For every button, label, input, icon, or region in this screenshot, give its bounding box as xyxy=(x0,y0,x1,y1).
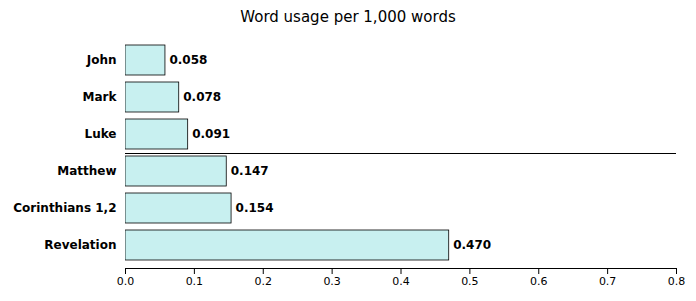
svg-text:0.6: 0.6 xyxy=(530,275,548,288)
svg-text:0.7: 0.7 xyxy=(599,275,617,288)
svg-text:Matthew: Matthew xyxy=(57,164,116,178)
svg-text:0.078: 0.078 xyxy=(183,90,221,104)
svg-text:0.1: 0.1 xyxy=(186,275,204,288)
html-text:Word usage per 1,000 words: Word usage per 1,000 words xyxy=(240,8,456,26)
svg-text:Mark: Mark xyxy=(83,90,118,104)
svg-text:0.8: 0.8 xyxy=(668,275,686,288)
svg-text:Corinthians 1,2: Corinthians 1,2 xyxy=(13,201,116,215)
svg-text:0.3: 0.3 xyxy=(323,275,341,288)
svg-text:0.058: 0.058 xyxy=(169,53,207,67)
svg-text:0.5: 0.5 xyxy=(461,275,479,288)
svg-text:0.091: 0.091 xyxy=(192,127,230,141)
svg-text:Revelation: Revelation xyxy=(44,238,116,252)
svg-text:0.4: 0.4 xyxy=(392,275,410,288)
svg-text:0.0: 0.0 xyxy=(117,275,135,288)
svg-text:0.147: 0.147 xyxy=(231,164,269,178)
svg-text:0.470: 0.470 xyxy=(453,238,491,252)
svg-text:John: John xyxy=(86,53,117,67)
svg-text:0.2: 0.2 xyxy=(255,275,273,288)
svg-text:0.154: 0.154 xyxy=(236,201,274,215)
svg-text:Luke: Luke xyxy=(85,127,117,141)
